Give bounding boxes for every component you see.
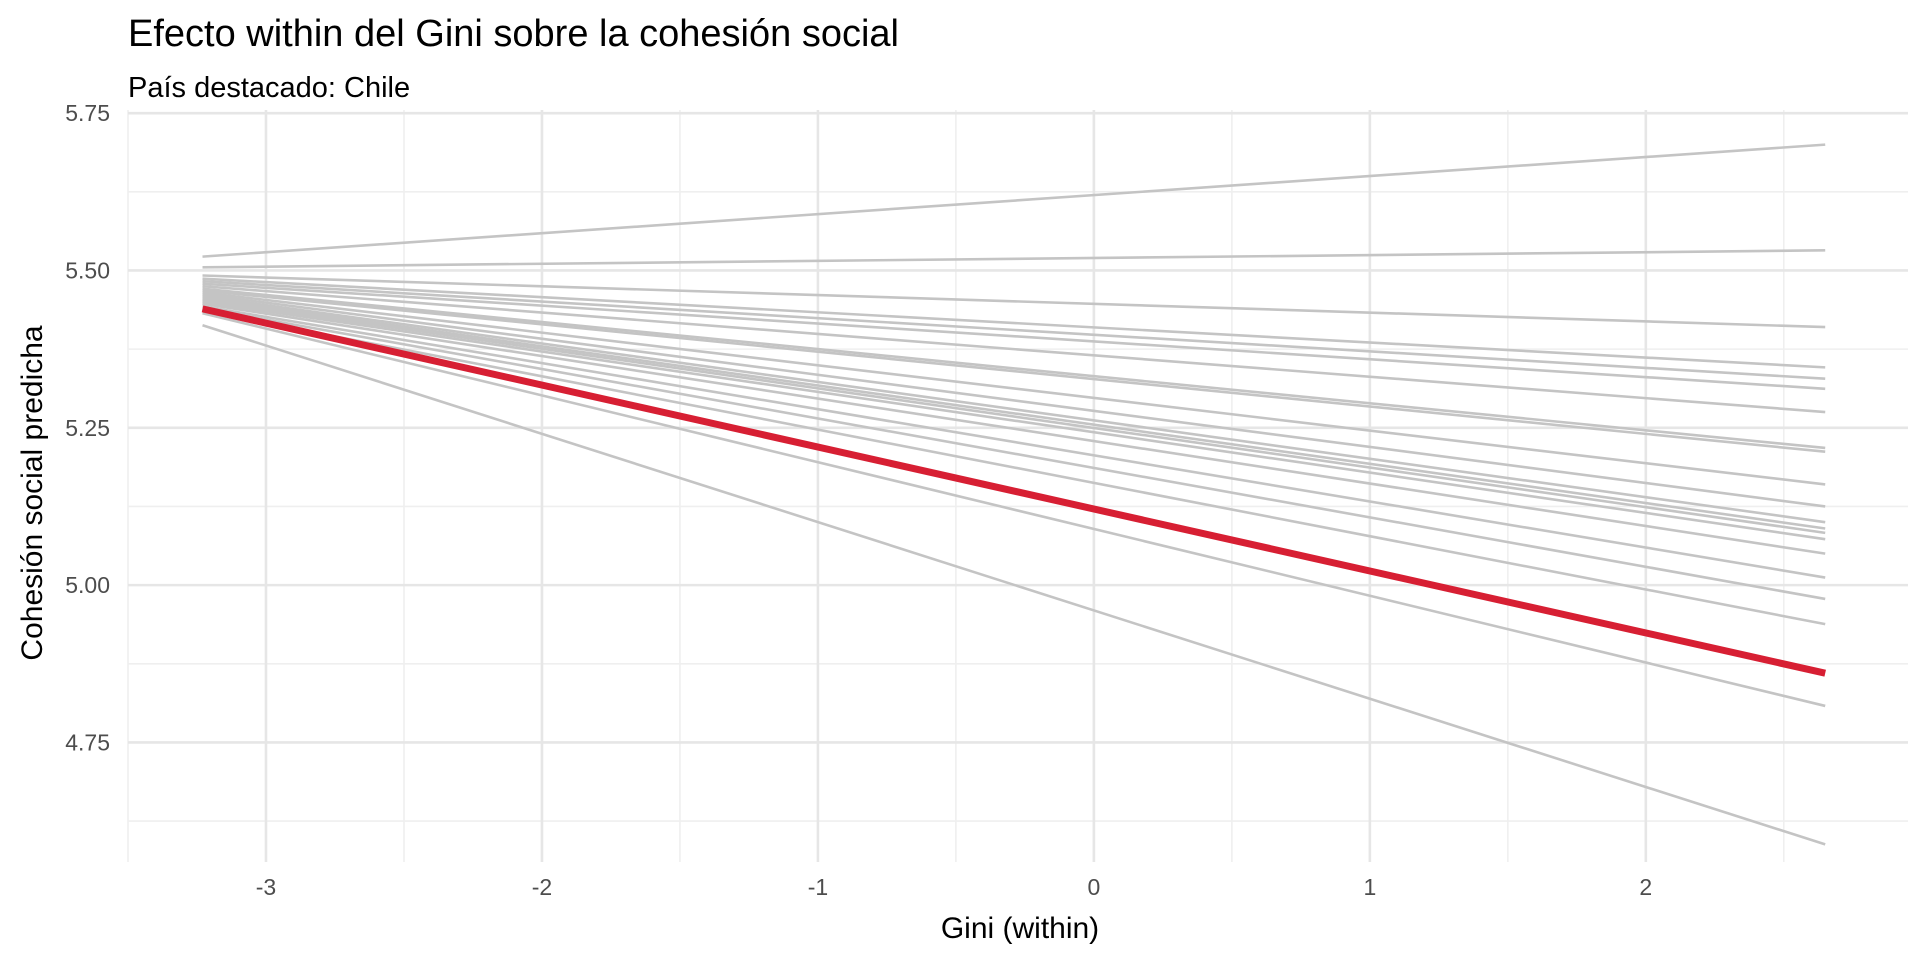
chart-title: Efecto within del Gini sobre la cohesión… [128, 13, 899, 55]
country-line [202, 284, 1826, 414]
country-line [202, 249, 1826, 269]
country-line [202, 293, 1826, 508]
country-line [202, 305, 1826, 579]
country-line [202, 274, 1826, 329]
x-tick-labels: -3 -2 -1 0 1 2 [256, 874, 1652, 900]
y-tick-labels: 4.75 5.00 5.25 5.50 5.75 [65, 100, 110, 755]
country-line [202, 298, 1826, 535]
country-line [202, 323, 1826, 846]
country-line [202, 309, 1826, 626]
country-line [202, 294, 1826, 524]
country-line [202, 306, 1826, 601]
country-line [202, 282, 1826, 391]
y-tick-label: 4.75 [65, 729, 110, 755]
country-line [202, 296, 1826, 530]
y-axis-title: Cohesión social predicha [16, 325, 49, 661]
x-tick-label: 2 [1639, 874, 1652, 900]
x-tick-label: -1 [808, 874, 828, 900]
y-tick-label: 5.50 [65, 257, 110, 283]
country-line [202, 143, 1826, 258]
country-line [202, 302, 1826, 555]
country-line [202, 289, 1826, 453]
country-line [202, 291, 1826, 486]
x-tick-label: 0 [1087, 874, 1100, 900]
x-axis-title: Gini (within) [941, 912, 1099, 945]
highlighted-country-line [201, 305, 1826, 677]
highlight-layer [201, 305, 1826, 677]
x-tick-label: -3 [256, 874, 276, 900]
country-line [202, 287, 1826, 450]
country-line [202, 300, 1826, 541]
y-tick-label: 5.25 [65, 415, 110, 441]
y-tick-label: 5.00 [65, 572, 110, 598]
x-tick-label: -2 [532, 874, 552, 900]
country-line [202, 279, 1826, 381]
chart-subtitle: País destacado: Chile [128, 72, 410, 104]
series-layer [202, 143, 1826, 846]
x-tick-label: 1 [1363, 874, 1376, 900]
country-line [202, 311, 1826, 708]
country-line [202, 277, 1826, 369]
y-tick-label: 5.75 [65, 100, 110, 126]
